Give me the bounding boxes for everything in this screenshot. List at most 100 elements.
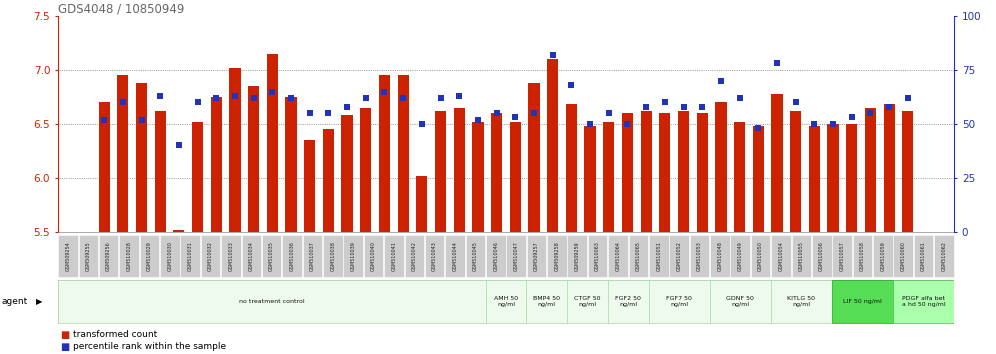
FancyBboxPatch shape — [241, 235, 261, 277]
Bar — [361, 108, 372, 232]
FancyBboxPatch shape — [506, 235, 526, 277]
FancyBboxPatch shape — [303, 235, 323, 277]
Point — [246, 95, 262, 101]
FancyBboxPatch shape — [648, 280, 710, 324]
Point — [807, 121, 823, 127]
Point — [152, 93, 168, 99]
FancyBboxPatch shape — [934, 235, 954, 277]
FancyBboxPatch shape — [730, 235, 750, 277]
Text: FGF7 50
ng/ml: FGF7 50 ng/ml — [666, 296, 692, 307]
Point — [451, 93, 467, 99]
FancyBboxPatch shape — [771, 235, 791, 277]
Bar — [267, 54, 278, 232]
FancyBboxPatch shape — [649, 235, 668, 277]
Bar — [248, 86, 259, 232]
Point — [115, 99, 130, 105]
Point — [283, 95, 299, 101]
Text: GSM510057: GSM510057 — [840, 241, 845, 271]
FancyBboxPatch shape — [486, 280, 526, 324]
Text: GSM510060: GSM510060 — [900, 241, 905, 271]
FancyBboxPatch shape — [628, 235, 648, 277]
Text: GSM510056: GSM510056 — [820, 241, 825, 271]
Point — [582, 121, 598, 127]
FancyBboxPatch shape — [99, 235, 119, 277]
Bar — [453, 108, 465, 232]
FancyBboxPatch shape — [384, 235, 403, 277]
Point — [769, 61, 785, 66]
Point — [694, 104, 710, 109]
FancyBboxPatch shape — [526, 280, 567, 324]
Bar — [99, 102, 110, 232]
FancyBboxPatch shape — [445, 235, 465, 277]
Bar — [585, 126, 596, 232]
FancyBboxPatch shape — [425, 235, 444, 277]
Bar — [472, 122, 483, 232]
Point — [620, 121, 635, 127]
Bar — [734, 122, 745, 232]
Point — [321, 110, 337, 116]
Point — [208, 95, 224, 101]
FancyBboxPatch shape — [58, 280, 954, 324]
Bar — [715, 102, 726, 232]
Point — [825, 121, 841, 127]
Text: GSM510032: GSM510032 — [208, 241, 213, 271]
FancyBboxPatch shape — [58, 235, 78, 277]
FancyBboxPatch shape — [567, 280, 608, 324]
Bar — [304, 140, 316, 232]
Text: GSM510053: GSM510053 — [697, 241, 702, 271]
Bar — [622, 113, 633, 232]
FancyBboxPatch shape — [79, 235, 98, 277]
Bar — [753, 126, 764, 232]
FancyBboxPatch shape — [893, 235, 913, 277]
Text: BMP4 50
ng/ml: BMP4 50 ng/ml — [533, 296, 560, 307]
Text: GSM510035: GSM510035 — [269, 241, 274, 271]
FancyBboxPatch shape — [751, 235, 771, 277]
Text: GSM510029: GSM510029 — [147, 241, 152, 271]
Bar — [491, 113, 502, 232]
FancyBboxPatch shape — [282, 235, 302, 277]
Bar — [809, 126, 820, 232]
Text: GSM510030: GSM510030 — [167, 241, 172, 271]
Text: percentile rank within the sample: percentile rank within the sample — [73, 342, 226, 352]
Text: GSM510064: GSM510064 — [616, 241, 621, 271]
Point — [302, 110, 318, 116]
Text: transformed count: transformed count — [73, 330, 157, 339]
Bar — [135, 83, 147, 232]
Bar — [847, 124, 858, 232]
FancyBboxPatch shape — [609, 235, 627, 277]
Text: GSM510028: GSM510028 — [126, 241, 131, 271]
Point — [507, 115, 523, 120]
FancyBboxPatch shape — [833, 235, 852, 277]
Point — [526, 110, 542, 116]
FancyBboxPatch shape — [344, 235, 363, 277]
Text: ▶: ▶ — [36, 297, 43, 306]
Point — [489, 110, 505, 116]
FancyBboxPatch shape — [832, 280, 893, 324]
Bar — [211, 97, 222, 232]
Text: GSM510048: GSM510048 — [717, 241, 722, 271]
Text: GSM509258: GSM509258 — [555, 241, 560, 271]
FancyBboxPatch shape — [364, 235, 383, 277]
Text: GSM509254: GSM509254 — [66, 241, 71, 271]
Point — [844, 115, 860, 120]
Point — [564, 82, 580, 88]
Bar — [192, 122, 203, 232]
Text: GSM510045: GSM510045 — [473, 241, 478, 271]
Point — [395, 95, 411, 101]
Bar — [678, 111, 689, 232]
Text: GSM510063: GSM510063 — [596, 241, 601, 271]
Bar — [790, 111, 801, 232]
FancyBboxPatch shape — [893, 280, 954, 324]
Text: GSM509256: GSM509256 — [107, 241, 112, 271]
Text: GDNF 50
ng/ml: GDNF 50 ng/ml — [726, 296, 754, 307]
Text: GSM510062: GSM510062 — [941, 241, 946, 271]
FancyBboxPatch shape — [527, 235, 546, 277]
Bar — [286, 97, 297, 232]
FancyBboxPatch shape — [710, 280, 771, 324]
Point — [432, 95, 448, 101]
Text: GSM510049: GSM510049 — [738, 241, 743, 271]
Point — [414, 121, 430, 127]
FancyBboxPatch shape — [588, 235, 608, 277]
FancyBboxPatch shape — [323, 235, 343, 277]
Point — [863, 110, 878, 116]
